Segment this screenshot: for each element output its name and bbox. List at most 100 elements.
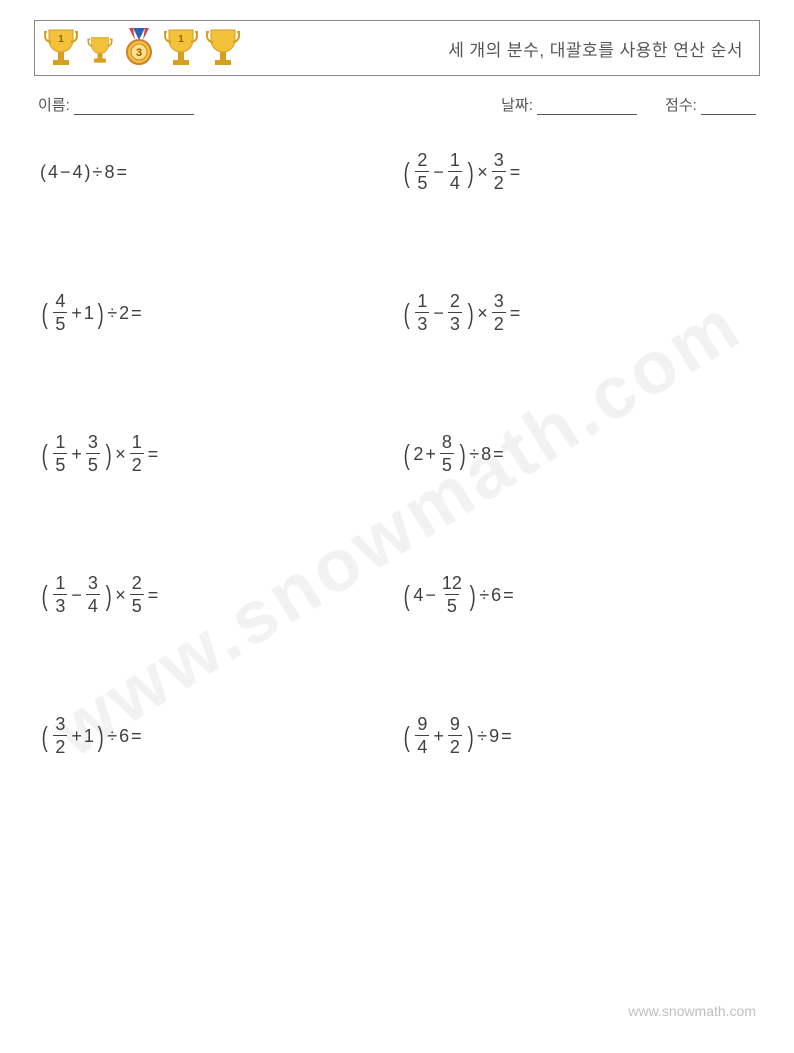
name-field: 이름:: [38, 94, 194, 115]
operator: −: [433, 163, 444, 181]
fraction: 25: [415, 151, 429, 192]
fraction: 23: [448, 292, 462, 333]
meta-row: 이름: 날짜: 점수:: [38, 94, 756, 115]
operator: ÷: [93, 163, 103, 181]
operator: ×: [477, 304, 488, 322]
operator: ÷: [107, 727, 117, 745]
numerator: 3: [492, 292, 506, 312]
integer-value: 6: [491, 586, 501, 604]
name-blank[interactable]: [74, 99, 194, 115]
denominator: 2: [492, 312, 506, 333]
numerator: 2: [130, 574, 144, 594]
numerator: 1: [53, 574, 67, 594]
operator: +: [71, 445, 82, 463]
numerator: 2: [448, 292, 462, 312]
integer-value: 4: [73, 163, 83, 181]
numerator: 9: [415, 715, 429, 735]
integer-value: 8: [104, 163, 114, 181]
denominator: 2: [448, 735, 462, 756]
fraction: 125: [440, 574, 464, 615]
fraction: 32: [492, 151, 506, 192]
close-paren: ): [106, 441, 112, 469]
equals-sign: =: [116, 163, 127, 181]
fraction: 12: [130, 433, 144, 474]
denominator: 3: [415, 312, 429, 333]
problem: (45 + 1) ÷ 2 =: [40, 292, 392, 333]
fraction: 92: [448, 715, 462, 756]
integer-value: 8: [481, 445, 491, 463]
operator: +: [433, 727, 444, 745]
trophy-icon: [205, 26, 241, 70]
integer-value: 4: [48, 163, 58, 181]
open-paren: (: [404, 723, 410, 751]
integer-value: 9: [489, 727, 499, 745]
operator: ÷: [469, 445, 479, 463]
problem: (15 + 35) × 12 =: [40, 433, 392, 474]
fraction: 32: [492, 292, 506, 333]
close-paren: ): [470, 582, 476, 610]
close-paren: ): [468, 723, 474, 751]
close-paren: ): [98, 723, 104, 751]
fraction: 32: [53, 715, 67, 756]
date-field: 날짜:: [501, 94, 637, 115]
fraction: 85: [440, 433, 454, 474]
date-blank[interactable]: [537, 99, 637, 115]
equals-sign: =: [131, 727, 142, 745]
open-paren: (: [404, 300, 410, 328]
operator: ×: [477, 163, 488, 181]
denominator: 3: [53, 594, 67, 615]
fraction: 25: [130, 574, 144, 615]
operator: +: [425, 445, 436, 463]
fraction: 34: [86, 574, 100, 615]
fraction: 13: [53, 574, 67, 615]
svg-text:1: 1: [58, 34, 64, 45]
close-paren: ): [106, 582, 112, 610]
problem: (4 − 125) ÷ 6 =: [402, 574, 754, 615]
numerator: 8: [440, 433, 454, 453]
integer-value: 1: [84, 304, 94, 322]
header: 1 3: [34, 20, 760, 76]
equals-sign: =: [148, 445, 159, 463]
score-blank[interactable]: [701, 99, 756, 115]
numerator: 1: [415, 292, 429, 312]
operator: ÷: [477, 727, 487, 745]
worksheet-title: 세 개의 분수, 대괄호를 사용한 연산 순서: [448, 36, 743, 61]
problem: (32 + 1) ÷ 6 =: [40, 715, 392, 756]
fraction: 14: [448, 151, 462, 192]
fraction: 15: [53, 433, 67, 474]
equals-sign: =: [510, 163, 521, 181]
problem: (94 + 92) ÷ 9 =: [402, 715, 754, 756]
open-paren: (: [42, 723, 48, 751]
open-paren: (: [404, 159, 410, 187]
problem: (13 − 23) × 32 =: [402, 292, 754, 333]
denominator: 4: [86, 594, 100, 615]
close-paren: ): [85, 163, 91, 181]
equals-sign: =: [501, 727, 512, 745]
integer-value: 1: [84, 727, 94, 745]
equals-sign: =: [131, 304, 142, 322]
equals-sign: =: [510, 304, 521, 322]
trophy-icon: 1: [163, 26, 199, 70]
open-paren: (: [404, 582, 410, 610]
denominator: 2: [53, 735, 67, 756]
open-paren: (: [42, 300, 48, 328]
denominator: 4: [415, 735, 429, 756]
denominator: 4: [448, 171, 462, 192]
numerator: 4: [53, 292, 67, 312]
footer-link: www.snowmath.com: [628, 1003, 756, 1019]
problem: (4 − 4) ÷ 8 =: [40, 151, 392, 192]
open-paren: (: [42, 441, 48, 469]
date-label: 날짜:: [501, 97, 533, 114]
operator: +: [71, 727, 82, 745]
fraction: 13: [415, 292, 429, 333]
score-field: 점수:: [665, 94, 756, 115]
denominator: 5: [53, 312, 67, 333]
problem: (25 − 14) × 32 =: [402, 151, 754, 192]
denominator: 5: [53, 453, 67, 474]
name-label: 이름:: [38, 97, 70, 114]
numerator: 1: [448, 151, 462, 171]
denominator: 2: [130, 453, 144, 474]
score-label: 점수:: [665, 97, 697, 114]
denominator: 5: [130, 594, 144, 615]
close-paren: ): [460, 441, 466, 469]
